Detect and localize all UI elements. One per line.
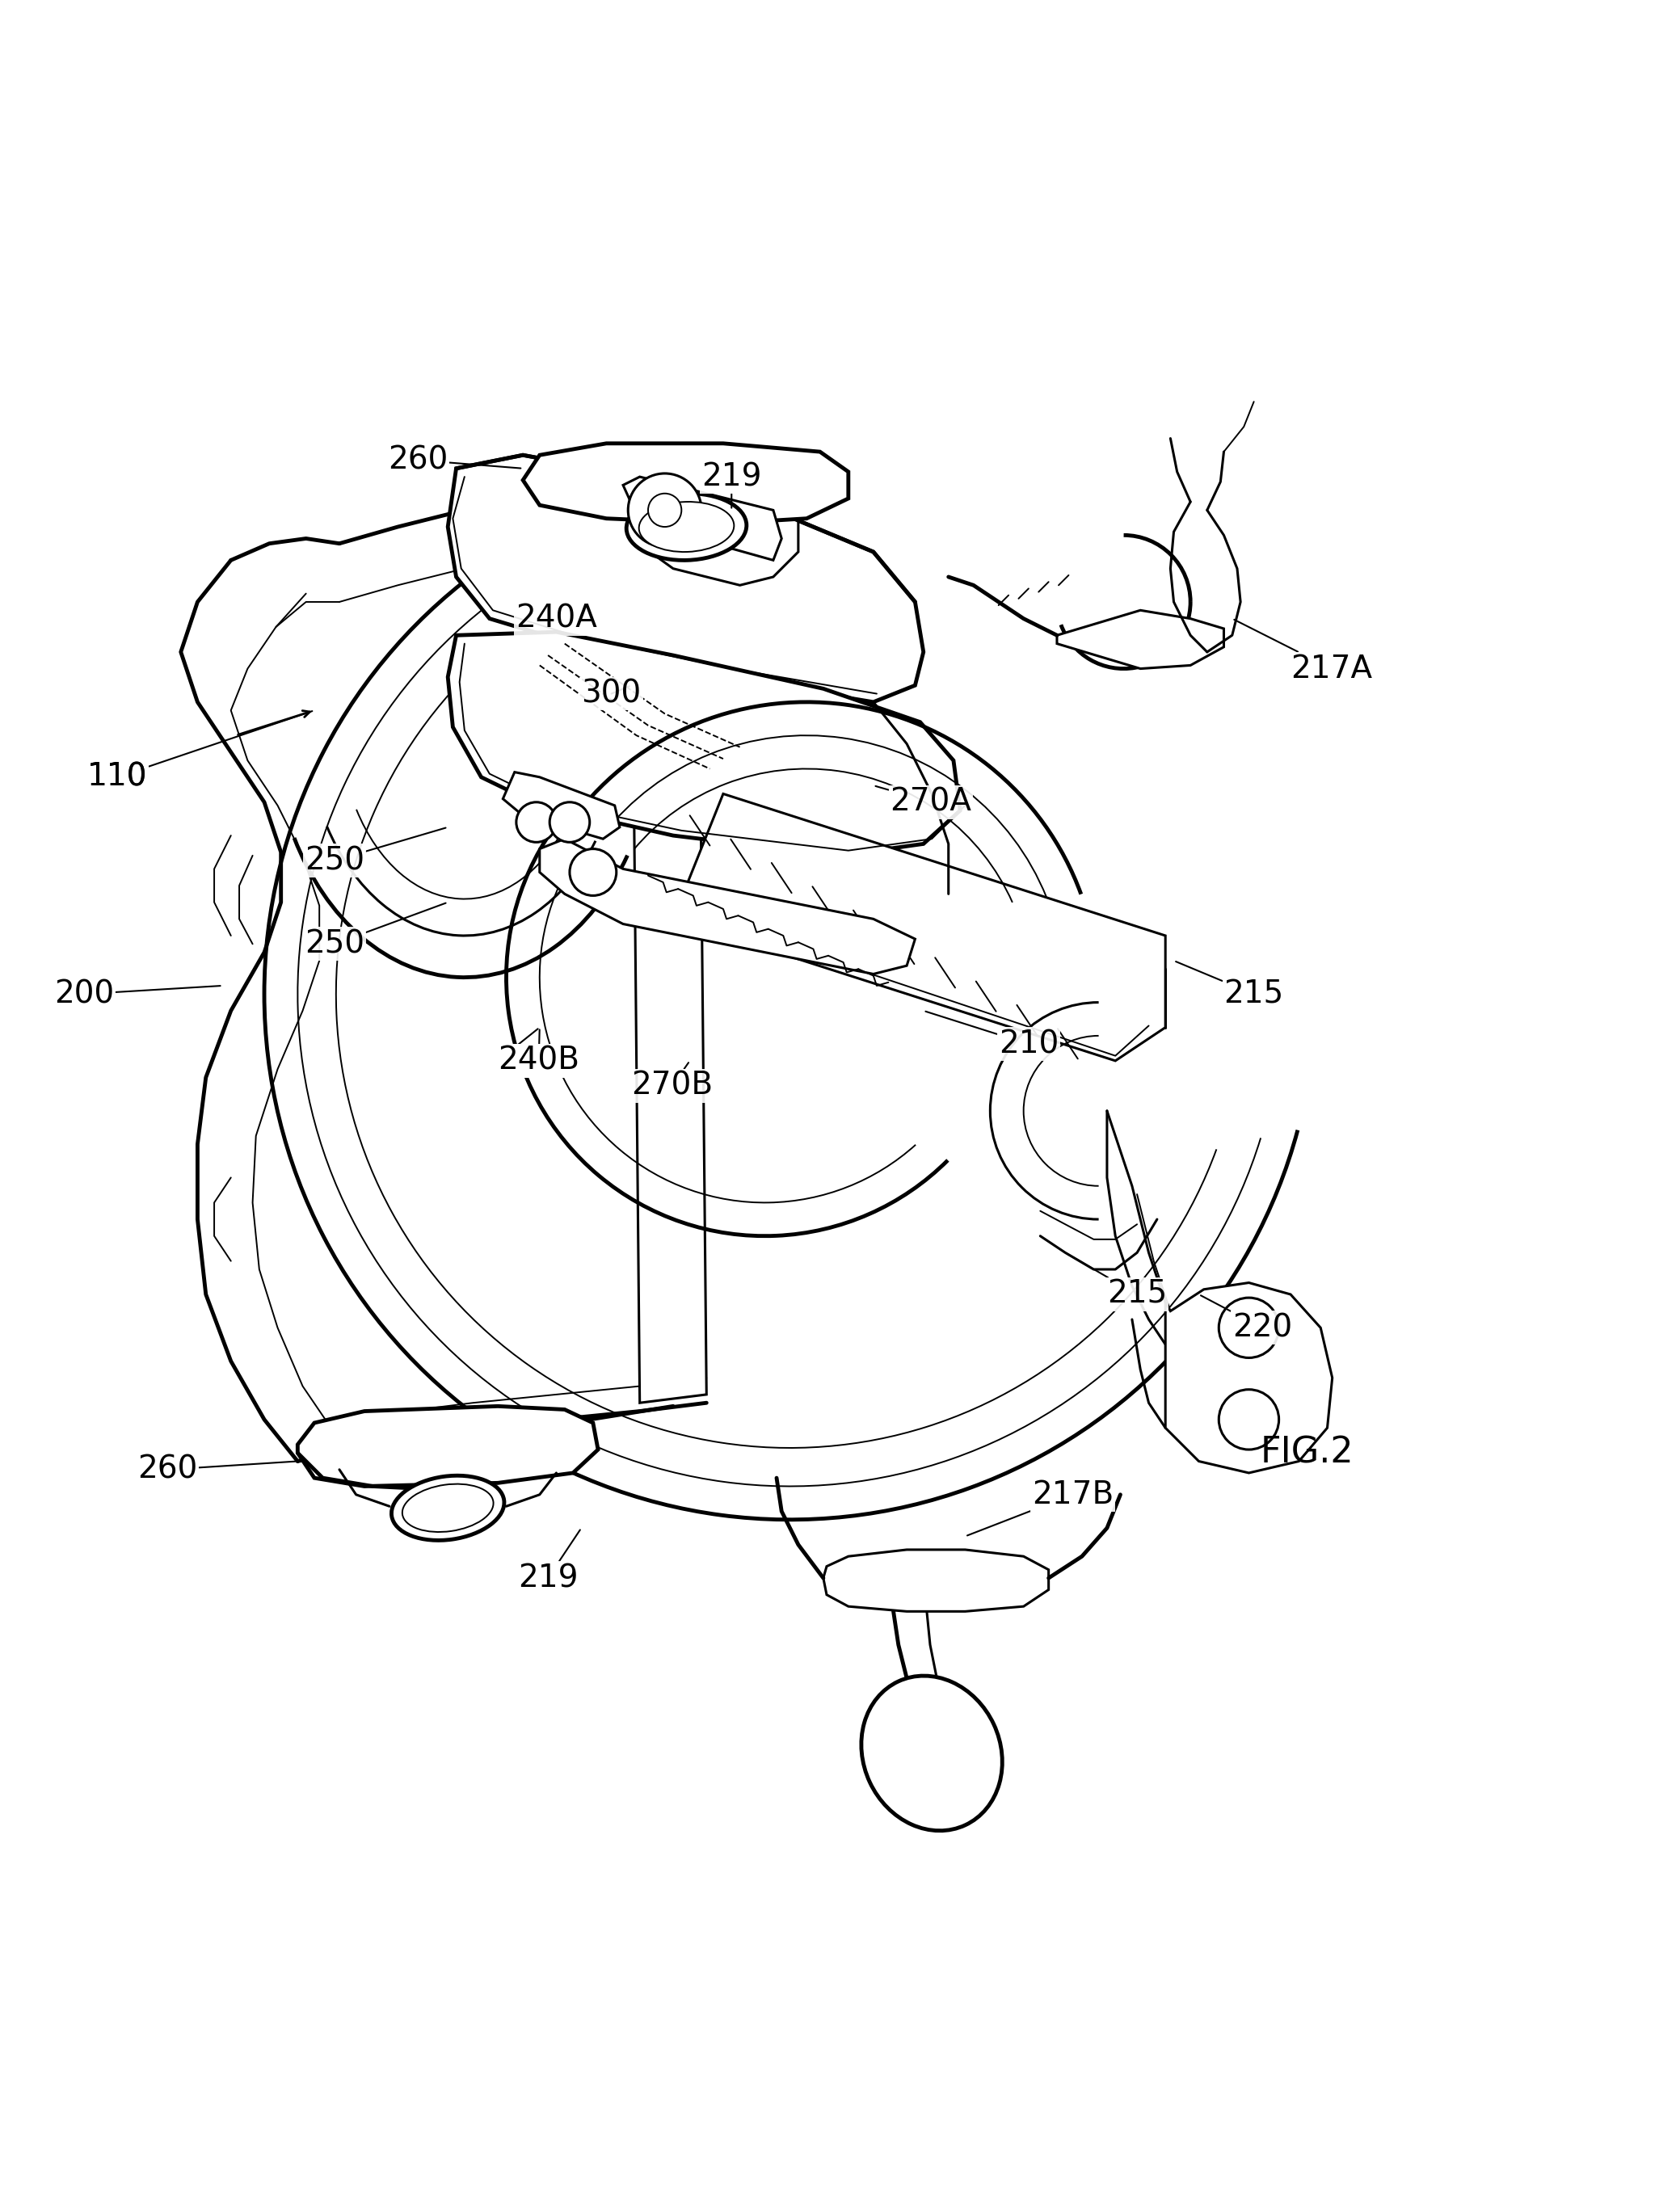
Text: 250: 250 [304, 827, 445, 875]
Text: 210: 210 [926, 1012, 1058, 1058]
Polygon shape [449, 454, 924, 701]
Polygon shape [502, 772, 620, 838]
Ellipse shape [402, 1484, 494, 1532]
Ellipse shape [862, 1676, 1003, 1830]
Text: 217A: 217A [1235, 620, 1373, 684]
Polygon shape [623, 476, 781, 560]
Polygon shape [539, 838, 916, 975]
Polygon shape [632, 536, 707, 1402]
Text: 260: 260 [388, 445, 521, 476]
Ellipse shape [391, 1475, 504, 1541]
Circle shape [628, 474, 702, 547]
Polygon shape [449, 633, 961, 856]
Text: FIG.2: FIG.2 [1260, 1435, 1354, 1471]
Circle shape [1218, 1299, 1278, 1358]
Text: 270A: 270A [875, 787, 971, 818]
Circle shape [648, 494, 682, 527]
Text: 240A: 240A [516, 604, 596, 635]
Text: 260: 260 [138, 1455, 296, 1484]
Text: 240B: 240B [497, 1030, 580, 1076]
Ellipse shape [638, 503, 734, 551]
Circle shape [1218, 1389, 1278, 1449]
Polygon shape [522, 443, 848, 523]
Text: 300: 300 [581, 679, 642, 710]
Polygon shape [823, 1550, 1048, 1612]
Circle shape [516, 803, 556, 842]
Polygon shape [1057, 611, 1223, 668]
Circle shape [549, 803, 590, 842]
Text: 250: 250 [304, 904, 445, 959]
Text: 215: 215 [1067, 1255, 1168, 1310]
Text: 200: 200 [54, 979, 220, 1010]
Circle shape [570, 849, 617, 895]
Polygon shape [297, 1407, 598, 1486]
Text: 240B: 240B [497, 1045, 580, 1076]
Text: 110: 110 [87, 710, 312, 792]
Polygon shape [623, 485, 798, 584]
Polygon shape [1166, 1283, 1332, 1473]
Text: 270B: 270B [632, 1063, 712, 1100]
Text: 220: 220 [1201, 1294, 1292, 1343]
Ellipse shape [627, 494, 746, 560]
Text: 110: 110 [87, 761, 148, 792]
Text: 217B: 217B [968, 1480, 1114, 1535]
Text: 219: 219 [517, 1530, 580, 1594]
Text: 219: 219 [702, 461, 761, 507]
Text: 215: 215 [1176, 961, 1284, 1010]
Polygon shape [674, 794, 1166, 1061]
